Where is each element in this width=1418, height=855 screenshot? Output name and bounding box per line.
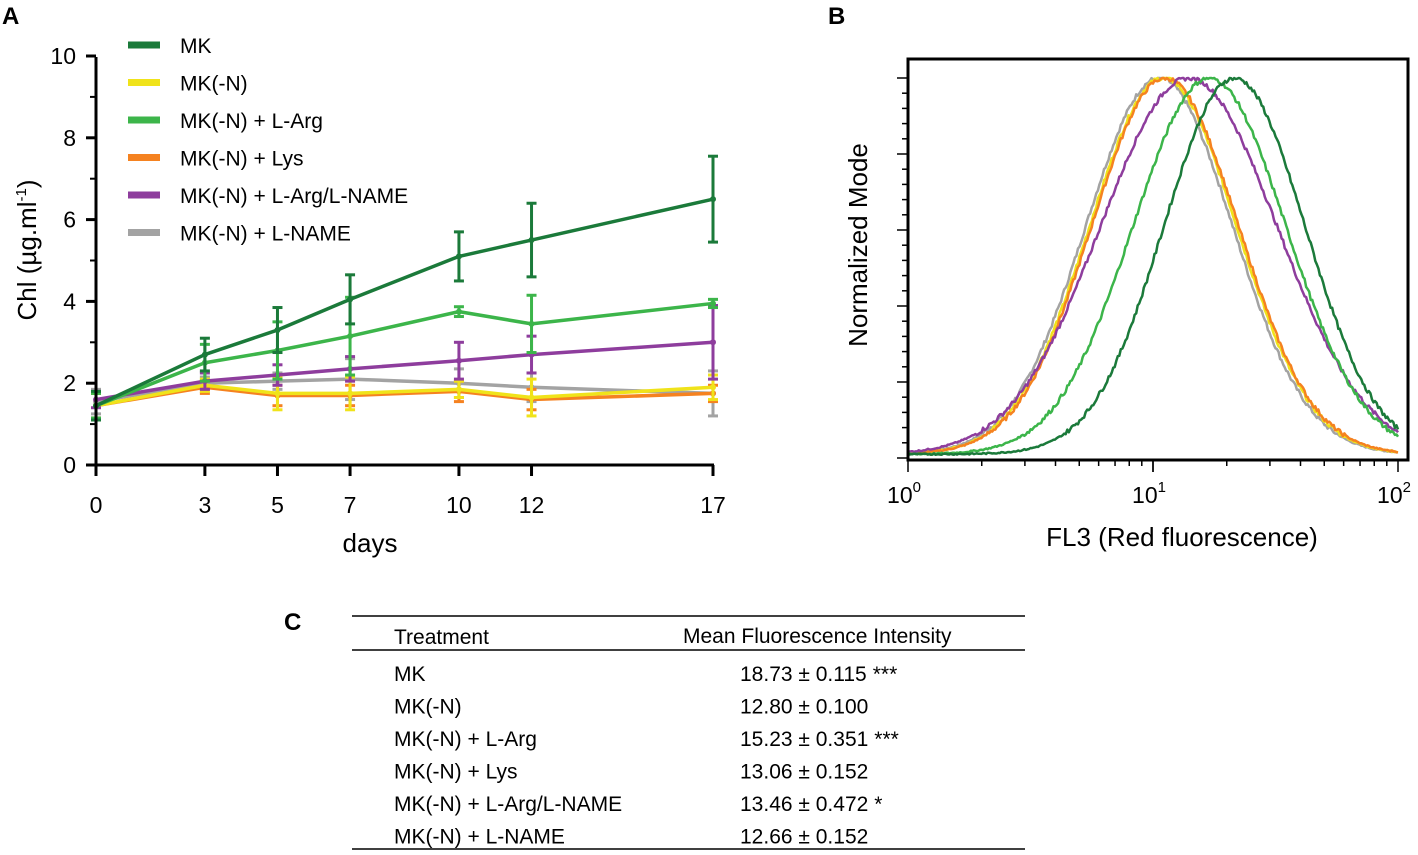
a-data-point — [455, 308, 462, 315]
table-cell-treatment: MK(-N) + L-Arg — [394, 728, 537, 751]
table-cell-mfi-value: 15.23 ± 0.351 — [740, 728, 868, 751]
table-cell-mfi-value: 12.80 ± 0.100 — [740, 696, 868, 719]
b-x-tick-exp: 0 — [913, 479, 921, 496]
table-cell-significance: *** — [873, 663, 898, 686]
a-y-axis-title-main: Chl (µg.ml — [12, 202, 42, 321]
a-y-tick-label: 10 — [50, 43, 76, 69]
table-header-mfi: Mean Fluorescence Intensity — [683, 625, 952, 648]
table-cell-significance: *** — [874, 728, 899, 751]
table-cell-mfi: 12.80 ± 0.100 — [740, 696, 868, 719]
legend-label-mk-n-l-name: MK(-N) + L-NAME — [180, 223, 351, 246]
a-data-point — [455, 357, 462, 364]
b-x-tick-label: 102 — [1377, 479, 1411, 508]
table-cell-significance: * — [874, 793, 882, 816]
a-x-tick-label: 3 — [198, 492, 211, 518]
a-data-point — [455, 386, 462, 393]
table-row: MK(-N) 12.80 ± 0.100 — [394, 696, 868, 719]
b-series-mk-n-l-arg — [908, 76, 1400, 456]
panel-a-chl-chart: 0 2 4 6 8 10 0 3 5 7 10 12 17 days Chl (µg.ml-1) MK… — [12, 35, 726, 558]
a-data-point — [455, 253, 462, 260]
a-y-axis-title-close: ) — [12, 179, 42, 188]
a-data-point — [201, 351, 208, 358]
a-data-point — [710, 384, 716, 391]
table-cell-treatment: MK(-N) + L-NAME — [394, 826, 565, 849]
table-cell-treatment: MK(-N) — [394, 696, 462, 719]
a-series-mk-n-l-arg — [91, 293, 718, 420]
b-x-tick-base: 10 — [887, 482, 913, 508]
a-x-tick-label: 10 — [446, 492, 472, 518]
a-y-axis-title-sup: -1 — [13, 188, 30, 201]
b-x-tick-label: 101 — [1132, 479, 1166, 508]
a-data-point — [528, 394, 535, 401]
a-x-tick-label: 0 — [90, 492, 103, 518]
legend-label-mk-n: MK(-N) — [180, 73, 248, 96]
b-x-tick-base: 10 — [1377, 482, 1403, 508]
table-cell-mfi: 12.66 ± 0.152 — [740, 826, 868, 849]
table-cell-treatment: MK(-N) + Lys — [394, 761, 517, 784]
table-cell-mfi: 15.23 ± 0.351 *** — [740, 728, 899, 751]
table-row: MK(-N) + L-Arg/L-NAME 13.46 ± 0.472 * — [394, 793, 882, 816]
table-cell-mfi-value: 13.06 ± 0.152 — [740, 761, 868, 784]
table-cell-mfi-value: 18.73 ± 0.115 — [740, 663, 867, 686]
table-row: MK(-N) + L-Arg 15.23 ± 0.351 *** — [394, 728, 899, 751]
a-data-point — [347, 333, 354, 340]
table-cell-mfi-value: 13.46 ± 0.472 — [740, 793, 868, 816]
a-data-point — [710, 339, 716, 346]
table-cell-treatment: MK(-N) + L-Arg/L-NAME — [394, 793, 622, 816]
panel-label-b: B — [828, 3, 845, 30]
panel-label-a: A — [2, 3, 19, 30]
table-cell-mfi: 13.06 ± 0.152 — [740, 761, 868, 784]
b-x-axis-title: FL3 (Red fluorescence) — [1046, 522, 1318, 552]
table-cell-mfi: 13.46 ± 0.472 * — [740, 793, 882, 816]
b-plot-frame — [906, 57, 1410, 462]
legend-label-mk-n-lys: MK(-N) + Lys — [180, 148, 303, 171]
b-series-mk — [907, 76, 1400, 457]
legend-label-mk: MK — [180, 35, 212, 58]
table-row: MK 18.73 ± 0.115 *** — [394, 663, 897, 686]
b-y-axis-title: Normalized Mode — [843, 143, 873, 347]
table-row: MK(-N) + Lys 13.06 ± 0.152 — [394, 761, 868, 784]
a-data-point — [347, 390, 354, 397]
a-y-axis-title: Chl (µg.ml-1) — [12, 179, 42, 320]
a-y-tick-label: 6 — [63, 207, 76, 233]
table-cell-mfi-value: 12.66 ± 0.152 — [740, 826, 868, 849]
a-y-tick-label: 4 — [63, 288, 76, 314]
table-row: MK(-N) + L-NAME 12.66 ± 0.152 — [394, 826, 868, 849]
a-data-point — [710, 196, 716, 203]
a-x-tick-label: 17 — [700, 492, 726, 518]
panel-label-c: C — [284, 609, 301, 636]
a-y-tick-label: 8 — [63, 125, 76, 151]
b-x-tick-base: 10 — [1132, 482, 1158, 508]
table-header-treatment: Treatment — [394, 626, 489, 649]
a-x-tick-label: 5 — [271, 492, 284, 518]
a-data-point — [710, 300, 716, 307]
a-data-point — [347, 296, 354, 303]
a-data-point — [274, 327, 281, 334]
b-series-mk-n-l-arg-l-name — [907, 76, 1399, 454]
panel-c-table: Treatment Mean Fluorescence Intensity MK… — [352, 615, 1025, 850]
panel-b-histogram: 100 101 102 FL3 (Red fluorescence) Normali… — [843, 57, 1411, 552]
table-cell-treatment: MK — [394, 663, 426, 686]
a-y-tick-label: 2 — [63, 370, 76, 396]
a-data-point — [274, 390, 281, 397]
table-cell-mfi: 18.73 ± 0.115 *** — [740, 663, 897, 686]
a-x-axis-title: days — [343, 528, 398, 558]
b-series-mk-n-lys — [907, 76, 1398, 455]
b-x-tick-exp: 2 — [1403, 479, 1411, 496]
b-x-tick-exp: 1 — [1158, 479, 1166, 496]
a-x-tick-label: 7 — [344, 492, 357, 518]
a-legend: MK MK(-N) MK(-N) + L-Arg MK(-N) + Lys MK(-N)… — [128, 35, 408, 246]
a-y-tick-label: 0 — [63, 452, 76, 478]
legend-label-mk-n-l-arg-l-name: MK(-N) + L-Arg/L-NAME — [180, 185, 408, 208]
a-data-point — [528, 320, 535, 327]
b-x-tick-label: 100 — [887, 479, 921, 508]
a-x-tick-label: 12 — [519, 492, 545, 518]
a-data-point — [528, 237, 535, 244]
legend-label-mk-n-l-arg: MK(-N) + L-Arg — [180, 110, 323, 133]
